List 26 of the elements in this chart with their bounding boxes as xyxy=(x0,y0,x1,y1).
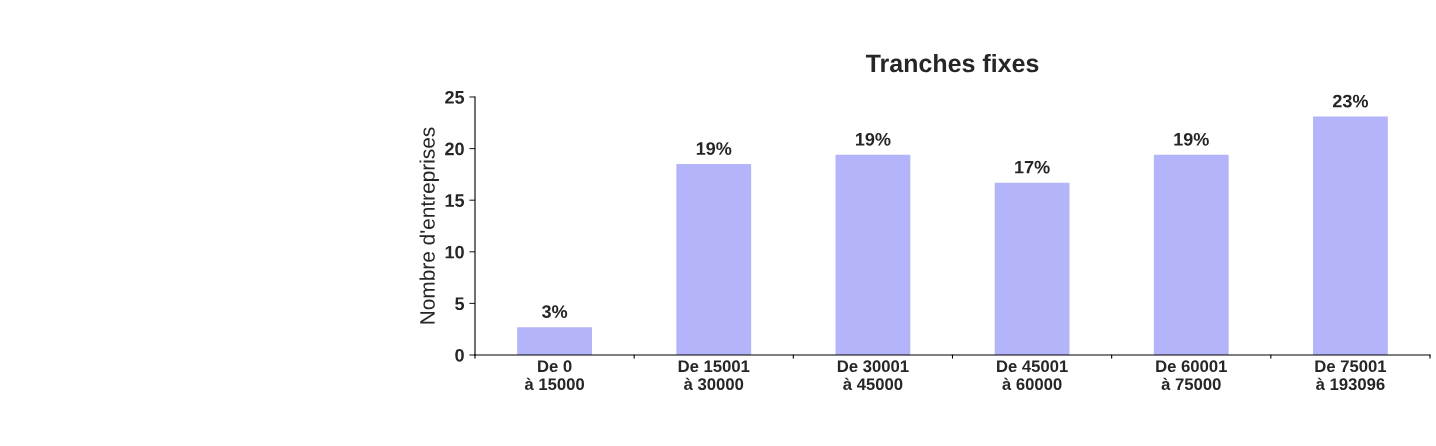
y-tick-label: 10 xyxy=(445,245,464,259)
y-tick-label: 20 xyxy=(445,142,464,156)
bar xyxy=(1153,154,1229,355)
x-tick-label: De 45001 à 60000 xyxy=(997,360,1068,391)
bar xyxy=(676,164,752,355)
x-tick-label: De 60001 à 75000 xyxy=(1156,360,1227,391)
data-label: 19% xyxy=(1174,132,1209,146)
x-tick-label: De 15001 à 30000 xyxy=(678,360,750,391)
bar xyxy=(1313,116,1388,355)
data-label: 23% xyxy=(1332,94,1369,108)
y-tick-label: 5 xyxy=(455,297,465,311)
x-tick-label: De 75001 à 193096 xyxy=(1315,360,1387,391)
bar xyxy=(994,182,1070,355)
data-label: 19% xyxy=(696,142,732,155)
x-tick-label: De 30001 à 45000 xyxy=(837,360,909,391)
y-axis-title: Nombre d'entreprises xyxy=(419,127,439,324)
y-tick-label: 0 xyxy=(455,348,464,362)
data-label: 17% xyxy=(1015,160,1050,174)
x-tick-label: De 0 à 15000 xyxy=(524,360,585,391)
y-tick-label: 15 xyxy=(445,194,465,207)
bar xyxy=(517,327,592,355)
bar xyxy=(835,154,911,355)
data-label: 3% xyxy=(541,305,568,319)
chart-title: Tranches fixes xyxy=(865,53,1039,73)
y-tick-label: 25 xyxy=(445,90,465,104)
data-label: 19% xyxy=(855,132,891,146)
